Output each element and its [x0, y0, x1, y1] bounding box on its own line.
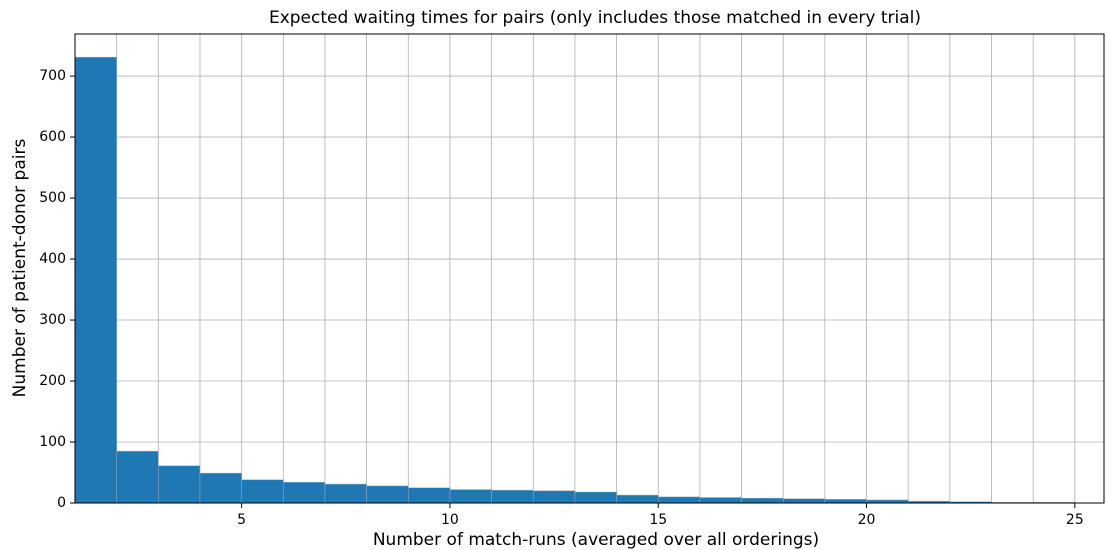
- y-tick-label: 0: [57, 495, 66, 511]
- bar: [824, 499, 867, 504]
- bar: [782, 498, 826, 504]
- y-tick-label: 600: [39, 129, 66, 145]
- y-tick-label: 100: [39, 434, 66, 450]
- y-tick-label: 300: [39, 312, 66, 328]
- chart-title: Expected waiting times for pairs (only i…: [269, 8, 921, 28]
- bar: [449, 489, 492, 504]
- x-tick-label: 20: [858, 512, 876, 528]
- y-tick-label: 200: [39, 373, 66, 389]
- bar: [74, 56, 117, 504]
- bar: [699, 497, 742, 504]
- x-axis-label: Number of match-runs (averaged over all …: [373, 530, 819, 550]
- bar: [657, 496, 701, 504]
- bar: [491, 489, 534, 504]
- x-tick-label: 25: [1066, 512, 1084, 528]
- y-tick-label: 400: [39, 251, 66, 267]
- x-tick-label: 10: [441, 512, 459, 528]
- bar: [616, 494, 659, 504]
- bar: [116, 450, 159, 504]
- bar: [408, 487, 451, 504]
- bar: [533, 490, 576, 504]
- bar: [741, 497, 784, 504]
- y-tick-label: 700: [39, 68, 66, 84]
- x-tick-label: 5: [237, 512, 246, 528]
- bar: [324, 483, 367, 504]
- bar: [574, 491, 617, 504]
- bar: [283, 482, 326, 504]
- y-tick-label: 500: [39, 190, 66, 206]
- bar: [199, 472, 242, 504]
- plot-frame: [74, 33, 1105, 504]
- bar: [241, 479, 284, 504]
- y-axis-label: Number of patient-donor pairs: [10, 139, 30, 398]
- x-tick-label: 15: [649, 512, 667, 528]
- bar: [366, 485, 409, 504]
- bar: [158, 465, 201, 504]
